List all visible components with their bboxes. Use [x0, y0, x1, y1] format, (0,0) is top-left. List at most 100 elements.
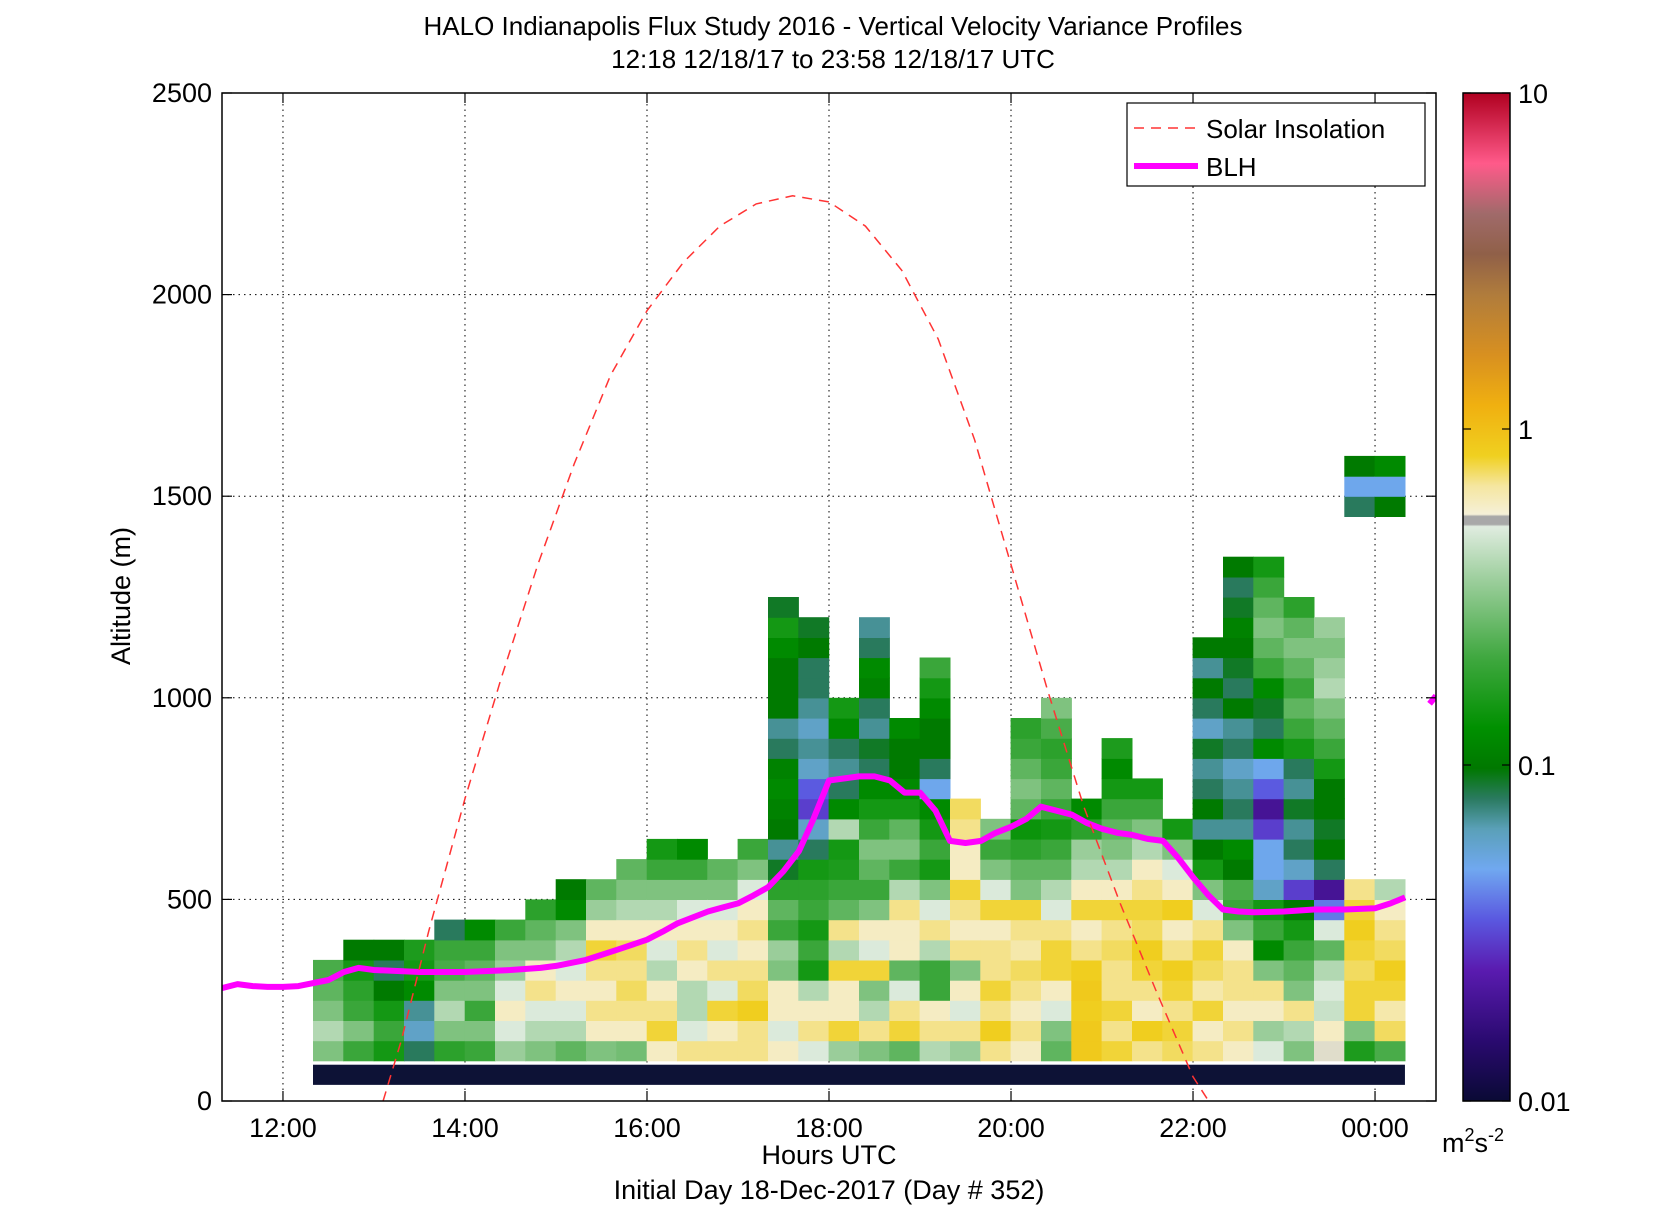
y-tick-label: 1000: [152, 683, 212, 713]
heatmap-cell: [828, 718, 860, 739]
heatmap-cell: [434, 1040, 466, 1062]
heatmap-cell: [1162, 879, 1194, 900]
heatmap-cell: [1283, 1000, 1315, 1021]
heatmap-cell: [1223, 718, 1254, 739]
heatmap-cell: [1132, 1000, 1163, 1021]
heatmap-cell: [1071, 838, 1103, 860]
heatmap-cell: [1101, 879, 1133, 900]
y-tick-label: 2000: [152, 280, 212, 310]
heatmap-cell: [798, 758, 830, 780]
heatmap-cell: [646, 899, 678, 921]
heatmap-cell: [1041, 980, 1072, 1001]
heatmap-cell: [616, 980, 648, 1001]
heatmap-cell: [1344, 455, 1376, 477]
heatmap-cell: [1223, 637, 1254, 659]
heatmap-cell: [1041, 697, 1072, 719]
heatmap-cell: [828, 899, 860, 921]
heatmap-cell: [313, 980, 344, 1001]
heatmap-cell: [1162, 1040, 1194, 1062]
legend: Solar Insolation BLH: [1126, 102, 1426, 187]
heatmap-cell: [1253, 597, 1285, 618]
heatmap-cell: [1101, 859, 1133, 880]
heatmap-cell: [798, 899, 830, 921]
heatmap-cell: [434, 1000, 466, 1021]
heatmap-cell: [798, 1040, 830, 1062]
heatmap-cell: [1132, 919, 1163, 941]
heatmap-cell: [980, 1000, 1012, 1021]
heatmap-cell: [313, 1020, 344, 1042]
heatmap-cell: [1253, 859, 1285, 880]
heatmap-cell: [889, 1040, 921, 1062]
heatmap-cell: [950, 980, 981, 1001]
heatmap-cell: [1162, 939, 1194, 961]
heatmap-cell: [1132, 859, 1163, 880]
heatmap-cell: [1253, 637, 1285, 659]
heatmap-cell: [1223, 778, 1254, 800]
heatmap-cell: [1314, 697, 1345, 719]
heatmap-cell: [1223, 738, 1254, 759]
x-tick-label: 20:00: [977, 1113, 1045, 1143]
heatmap-cell: [798, 879, 830, 900]
heatmap-cell: [1223, 697, 1254, 719]
heatmap-cell: [889, 818, 921, 840]
heatmap-cell: [1041, 939, 1072, 961]
heatmap-cell: [1253, 939, 1285, 961]
heatmap-cell: [798, 838, 830, 860]
heatmap-cell: [768, 959, 799, 981]
heatmap-cell: [1192, 677, 1224, 699]
heatmap-cell: [525, 1040, 557, 1062]
heatmap-cell: [859, 980, 890, 1001]
heatmap-cell: [798, 1020, 830, 1042]
heatmap-cell: [1283, 778, 1315, 800]
heatmap-cell: [1101, 1000, 1133, 1021]
heatmap-cell: [828, 919, 860, 941]
heatmap-cell: [495, 1020, 526, 1042]
heatmap-cell: [1071, 959, 1103, 981]
heatmap-cell: [1283, 677, 1315, 699]
heatmap-cell: [1223, 959, 1254, 981]
heatmap-cell: [1010, 718, 1042, 739]
heatmap-cell: [1041, 959, 1072, 981]
heatmap-cell: [1223, 818, 1254, 840]
heatmap-cell: [950, 899, 981, 921]
heatmap-cell: [1192, 1020, 1224, 1042]
heatmap-cell: [677, 859, 708, 880]
heatmap-cell: [404, 1040, 435, 1062]
heatmap-cell: [616, 879, 648, 900]
heatmap-cell: [889, 1000, 921, 1021]
heatmap-cell: [373, 1000, 405, 1021]
heatmap-cell: [1071, 1020, 1103, 1042]
heatmap-cell: [980, 899, 1012, 921]
heatmap-cell: [707, 879, 739, 900]
heatmap-cell: [1314, 919, 1345, 941]
heatmap-cell: [495, 980, 526, 1001]
heatmap-cell: [919, 1040, 951, 1062]
heatmap-cell: [404, 939, 435, 961]
heatmap-cell: [859, 738, 890, 759]
heatmap-cell: [919, 838, 951, 860]
heatmap-cell: [677, 1020, 708, 1042]
heatmap-cell: [1223, 1000, 1254, 1021]
heatmap-cell: [768, 798, 799, 820]
heatmap-cell: [313, 1040, 344, 1062]
colorbar-units: m2s-2: [1442, 1125, 1504, 1158]
heatmap-cell: [1283, 1020, 1315, 1042]
heatmap-cell: [768, 838, 799, 860]
heatmap-cell: [1010, 1020, 1042, 1042]
heatmap-cell: [919, 697, 951, 719]
heatmap-cell: [1283, 657, 1315, 679]
heatmap-cell: [646, 959, 678, 981]
heatmap-cell: [404, 1020, 435, 1042]
heatmap-cell: [1283, 859, 1315, 880]
heatmap-cell: [1192, 697, 1224, 719]
heatmap-cell: [555, 980, 587, 1001]
heatmap-cell: [1192, 718, 1224, 739]
heatmap-cell: [798, 980, 830, 1001]
x-axis-ticks: 12:00 14:00 16:00 18:00 20:00 22:00 00:00: [249, 93, 1409, 1143]
colorbar-tick-label: 0.1: [1518, 751, 1556, 781]
heatmap-cell: [1101, 939, 1133, 961]
heatmap-cell: [919, 778, 951, 800]
heatmap-cell: [1223, 1020, 1254, 1042]
heatmap-cell: [798, 859, 830, 880]
